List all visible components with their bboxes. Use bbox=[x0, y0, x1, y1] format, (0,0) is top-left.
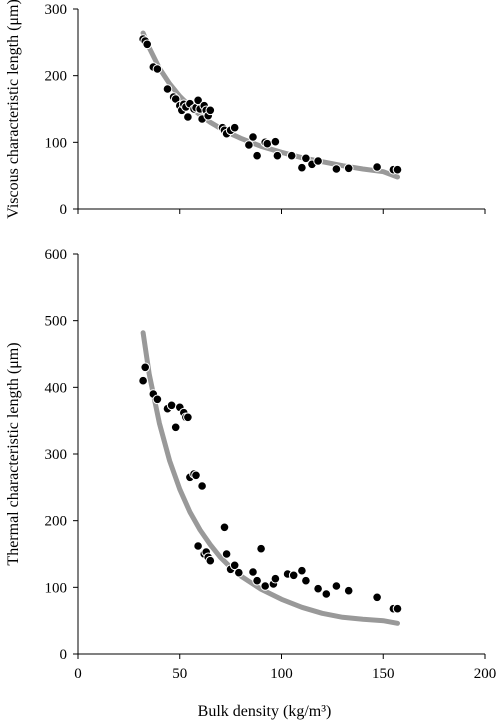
viscous-data-point bbox=[229, 122, 240, 133]
thermal-x-tick-label: 150 bbox=[372, 666, 395, 682]
thermal-y-axis-title: Thermal characteristic length (μm) bbox=[5, 342, 22, 565]
thermal-data-point bbox=[229, 560, 240, 571]
thermal-fit-curve bbox=[140, 330, 400, 626]
viscous-data-point bbox=[248, 132, 258, 142]
thermal-x-tick-label: 0 bbox=[74, 666, 82, 682]
thermal-data-point bbox=[297, 565, 307, 576]
viscous-data-point bbox=[252, 150, 262, 161]
thermal-y-tick-label: 600 bbox=[45, 247, 68, 263]
thermal-data-point bbox=[152, 394, 163, 405]
viscous-data-point bbox=[272, 150, 283, 161]
viscous-data-point bbox=[183, 112, 193, 122]
thermal-data-point bbox=[166, 400, 177, 411]
thermal-x-axis-title: Bulk density (kg/m³) bbox=[198, 703, 332, 720]
viscous-data-point bbox=[392, 164, 403, 175]
thermal-data-point bbox=[140, 362, 150, 373]
thermal-data-point bbox=[234, 567, 244, 578]
thermal-x-tick-label: 200 bbox=[474, 666, 497, 682]
thermal-data-point bbox=[372, 592, 382, 603]
viscous-data-point bbox=[301, 153, 311, 164]
thermal-data-point bbox=[288, 570, 299, 581]
thermal-y-tick-label: 400 bbox=[45, 380, 68, 396]
thermal-data-point bbox=[256, 543, 266, 554]
thermal-data-point bbox=[331, 581, 342, 591]
viscous-y-tick-label: 300 bbox=[45, 2, 68, 18]
thermal-data-point bbox=[191, 470, 201, 481]
thermal-data-point bbox=[321, 589, 332, 599]
thermal-data-point bbox=[219, 522, 230, 533]
thermal-data-point bbox=[183, 412, 193, 423]
viscous-data-point bbox=[152, 64, 163, 74]
thermal-data-point bbox=[313, 583, 323, 594]
thermal-data-point bbox=[270, 573, 281, 584]
thermal-data-point bbox=[301, 575, 311, 586]
thermal-y-tick-label: 200 bbox=[45, 514, 68, 530]
viscous-data-point bbox=[262, 138, 273, 149]
thermal-data-point bbox=[205, 555, 216, 566]
thermal-data-point bbox=[221, 549, 232, 559]
thermal-y-tick-label: 0 bbox=[60, 647, 68, 663]
viscous-data-point bbox=[205, 105, 216, 116]
thermal-data-point bbox=[260, 581, 271, 591]
viscous-data-point bbox=[193, 95, 203, 106]
viscous-data-point bbox=[331, 164, 342, 174]
thermal-x-tick-label: 100 bbox=[270, 666, 293, 682]
thermal-data-point bbox=[392, 603, 403, 614]
viscous-length-panel: 0 100 200 300 Viscous characteristic length … bbox=[5, 0, 486, 219]
thermal-data-point bbox=[252, 575, 262, 586]
viscous-data-point bbox=[372, 162, 382, 172]
viscous-y-tick-label: 200 bbox=[45, 69, 68, 85]
thermal-data-point bbox=[170, 422, 181, 433]
thermal-data-point bbox=[197, 481, 207, 491]
thermal-data-point bbox=[138, 375, 148, 386]
thermal-y-tick-label: 100 bbox=[45, 580, 68, 596]
viscous-y-tick-label: 100 bbox=[45, 135, 68, 151]
thermal-x-tick-label: 50 bbox=[172, 666, 187, 682]
thermal-y-tick-label: 300 bbox=[45, 447, 68, 463]
viscous-data-point bbox=[162, 84, 173, 94]
viscous-data-point bbox=[313, 156, 323, 166]
thermal-y-tick-label: 500 bbox=[45, 314, 68, 330]
viscous-y-axis-title: Viscous characteristic length (μm) bbox=[5, 0, 22, 219]
viscous-data-point bbox=[142, 39, 152, 50]
viscous-data-point bbox=[297, 162, 307, 173]
viscous-data-point bbox=[270, 136, 281, 147]
viscous-data-point bbox=[286, 150, 297, 161]
viscous-data-point bbox=[343, 163, 354, 174]
viscous-y-tick-label: 0 bbox=[60, 202, 68, 218]
thermal-length-panel: 0 100 200 300 400 500 600 0 50 100 150 200 Thermal c… bbox=[5, 247, 496, 720]
thermal-data-point bbox=[193, 541, 203, 551]
thermal-data-point bbox=[343, 585, 354, 596]
thermal-data-point bbox=[248, 567, 258, 577]
viscous-data-point bbox=[244, 140, 254, 150]
